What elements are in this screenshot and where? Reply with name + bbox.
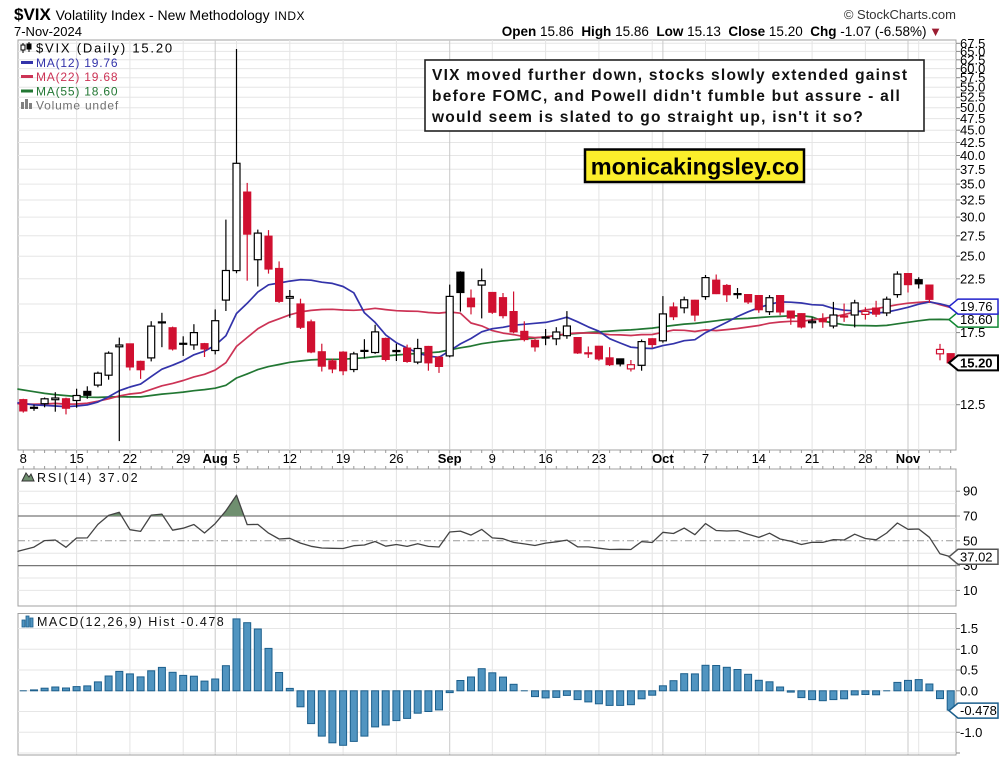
svg-text:8: 8 [20,451,27,466]
svg-text:67.5: 67.5 [960,36,985,51]
svg-text:MA(55) 18.60: MA(55) 18.60 [36,85,118,99]
svg-text:Sep: Sep [438,451,462,466]
svg-text:1.0: 1.0 [960,642,978,657]
svg-text:Nov: Nov [896,451,921,466]
svg-text:$VIX (Daily) 15.20: $VIX (Daily) 15.20 [36,41,174,56]
svg-text:22.5: 22.5 [960,271,985,286]
svg-text:29: 29 [176,451,190,466]
svg-text:15.20: 15.20 [960,355,993,370]
svg-text:18.60: 18.60 [960,312,993,327]
svg-text:22: 22 [123,451,137,466]
svg-text:25.0: 25.0 [960,249,985,264]
svg-text:would seem is slated to go str: would seem is slated to go straight up, … [431,109,864,126]
svg-text:50.0: 50.0 [960,100,985,115]
svg-text:37.5: 37.5 [960,162,985,177]
svg-text:10: 10 [963,583,977,598]
svg-text:16: 16 [538,451,552,466]
svg-text:17.5: 17.5 [960,325,985,340]
svg-text:70: 70 [963,509,977,524]
svg-text:MA(12) 19.76: MA(12) 19.76 [36,56,118,70]
svg-text:60.0: 60.0 [960,61,985,76]
svg-text:55.0: 55.0 [960,80,985,95]
svg-text:37.02: 37.02 [960,549,993,564]
svg-text:28: 28 [858,451,872,466]
svg-text:5: 5 [233,451,240,466]
svg-text:42.5: 42.5 [960,135,985,150]
svg-text:VIX moved further down, stocks: VIX moved further down, stocks slowly ex… [432,67,908,84]
svg-text:62.5: 62.5 [960,52,985,67]
svg-text:Aug: Aug [203,451,228,466]
svg-text:-1.0: -1.0 [960,725,982,740]
svg-text:0.5: 0.5 [960,663,978,678]
svg-text:12.5: 12.5 [960,397,985,412]
svg-text:35.0: 35.0 [960,177,985,192]
svg-text:27.5: 27.5 [960,228,985,243]
svg-text:47.5: 47.5 [960,111,985,126]
svg-text:before FOMC, and Powell didn't: before FOMC, and Powell didn't fumble bu… [432,88,901,105]
svg-text:50: 50 [963,533,977,548]
svg-text:65.0: 65.0 [960,44,985,59]
svg-text:19: 19 [336,451,350,466]
svg-text:14: 14 [752,451,766,466]
svg-text:19.76: 19.76 [960,299,993,314]
svg-text:0.0: 0.0 [960,683,978,698]
svg-text:1.5: 1.5 [960,621,978,636]
svg-text:30.0: 30.0 [960,210,985,225]
svg-text:MACD(12,26,9) Hist -0.478: MACD(12,26,9) Hist -0.478 [37,615,225,629]
svg-text:40.0: 40.0 [960,148,985,163]
svg-text:32.5: 32.5 [960,193,985,208]
svg-text:MA(22) 19.68: MA(22) 19.68 [36,70,118,84]
svg-text:RSI(14) 37.02: RSI(14) 37.02 [37,471,140,485]
svg-text:45.0: 45.0 [960,123,985,138]
svg-text:15: 15 [69,451,83,466]
svg-text:23: 23 [592,451,606,466]
svg-text:7: 7 [702,451,709,466]
svg-text:57.5: 57.5 [960,70,985,85]
svg-text:21: 21 [805,451,819,466]
svg-text:Volume undef: Volume undef [36,99,119,113]
svg-text:90: 90 [963,484,977,499]
svg-text:Oct: Oct [652,451,674,466]
svg-text:monicakingsley.co: monicakingsley.co [591,154,800,180]
svg-text:9: 9 [489,451,496,466]
svg-text:12: 12 [283,451,297,466]
svg-text:-0.478: -0.478 [960,703,997,718]
svg-text:26: 26 [389,451,403,466]
svg-text:52.5: 52.5 [960,90,985,105]
